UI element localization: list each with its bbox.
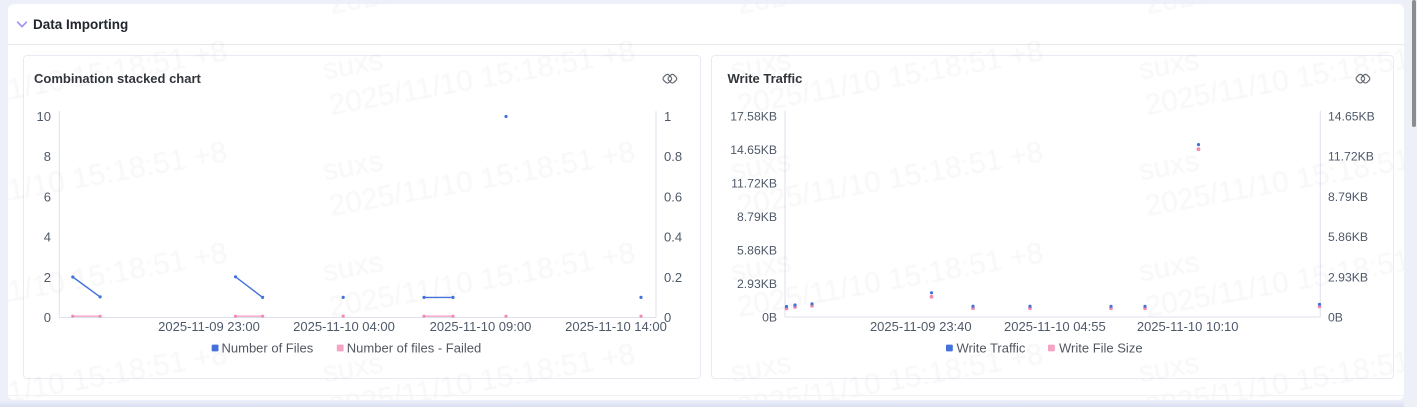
svg-text:11.72KB: 11.72KB — [1328, 150, 1374, 164]
svg-text:2025-11-09 23:00: 2025-11-09 23:00 — [158, 319, 260, 334]
svg-text:4: 4 — [44, 230, 51, 245]
svg-text:11.72KB: 11.72KB — [731, 176, 777, 190]
svg-text:14.65KB: 14.65KB — [1328, 109, 1375, 123]
svg-text:2.93KB: 2.93KB — [737, 277, 777, 291]
svg-text:Write Traffic: Write Traffic — [957, 341, 1026, 356]
svg-text:14.65KB: 14.65KB — [730, 143, 777, 157]
svg-text:17.58KB: 17.58KB — [730, 109, 777, 123]
svg-text:Write Traffic: Write Traffic — [728, 71, 803, 86]
svg-text:5.86KB: 5.86KB — [737, 244, 777, 258]
svg-text:0B: 0B — [762, 311, 777, 325]
svg-text:2025-11-09 23:40: 2025-11-09 23:40 — [870, 319, 972, 334]
svg-text:2.93KB: 2.93KB — [1328, 270, 1368, 284]
svg-text:2025-11-10 09:00: 2025-11-10 09:00 — [430, 319, 532, 334]
svg-text:1: 1 — [664, 109, 671, 124]
svg-text:0B: 0B — [1328, 311, 1343, 325]
svg-text:2025-11-10 04:55: 2025-11-10 04:55 — [1004, 319, 1106, 334]
svg-text:0.6: 0.6 — [664, 189, 682, 204]
svg-text:10: 10 — [37, 109, 51, 124]
svg-text:8.79KB: 8.79KB — [1328, 190, 1368, 204]
svg-text:Write File Size: Write File Size — [1059, 341, 1143, 356]
svg-text:5.86KB: 5.86KB — [1328, 230, 1368, 244]
svg-text:Number of Files: Number of Files — [222, 341, 314, 356]
svg-text:8: 8 — [44, 149, 51, 164]
svg-text:6: 6 — [44, 189, 51, 204]
svg-text:2025-11-10 04:00: 2025-11-10 04:00 — [293, 319, 395, 334]
svg-text:0: 0 — [44, 310, 51, 325]
svg-text:0: 0 — [664, 310, 671, 325]
svg-text:0.4: 0.4 — [664, 230, 682, 245]
svg-text:2025-11-10 14:00: 2025-11-10 14:00 — [565, 319, 667, 334]
svg-text:8.79KB: 8.79KB — [737, 210, 777, 224]
svg-text:2025-11-10 10:10: 2025-11-10 10:10 — [1137, 319, 1239, 334]
svg-text:2: 2 — [44, 270, 51, 285]
svg-text:0.8: 0.8 — [664, 149, 682, 164]
svg-text:0.2: 0.2 — [664, 270, 682, 285]
svg-text:Combination stacked chart: Combination stacked chart — [34, 71, 202, 86]
svg-text:Number of files - Failed: Number of files - Failed — [347, 341, 481, 356]
